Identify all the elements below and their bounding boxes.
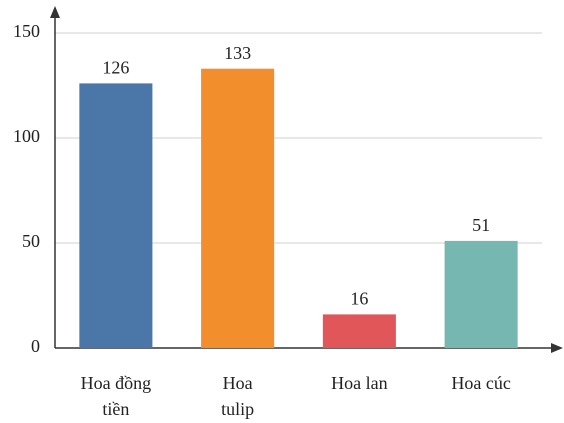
y-tick-label: 150 xyxy=(13,21,40,41)
x-tick-label: Hoa đồng tiền xyxy=(80,373,152,419)
data-label: 16 xyxy=(350,289,368,309)
x-tick-label: Hoa lan xyxy=(331,373,388,393)
x-tick-label: Hoa tulip xyxy=(221,373,255,419)
bar xyxy=(444,240,518,348)
x-axis-arrow xyxy=(551,343,563,353)
y-axis-arrow xyxy=(50,6,60,18)
bar xyxy=(201,68,275,348)
data-label: 51 xyxy=(472,215,490,235)
bar xyxy=(79,83,153,349)
y-tick-label: 0 xyxy=(31,336,40,356)
bar xyxy=(322,314,396,348)
y-tick-label: 100 xyxy=(13,126,40,146)
data-label: 133 xyxy=(224,43,251,63)
x-tick-label: Hoa cúc xyxy=(451,373,511,393)
y-tick-label: 50 xyxy=(22,231,40,251)
data-label: 126 xyxy=(102,58,129,78)
